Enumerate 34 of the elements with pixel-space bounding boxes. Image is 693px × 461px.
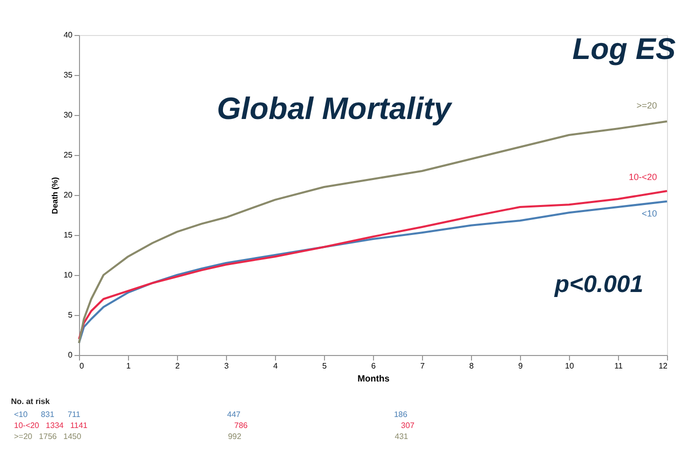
y-tick-label: 30 [64,110,74,120]
annotation: Log ES [572,33,676,66]
y-tick-label: 40 [64,30,74,40]
y-tick-label: 20 [64,190,74,200]
text: >=20 1756 1450 992 431 [14,432,409,441]
x-tick-label: 11 [614,362,624,370]
series-label: <10 [642,208,657,218]
x-tick-label: 1 [126,362,132,370]
annotation: p<0.001 [554,271,644,298]
x-tick-label: 5 [322,362,328,370]
y-tick-label: 5 [68,310,74,320]
y-axis-title: Death (%) [50,176,60,214]
x-tick-label: 8 [469,362,474,370]
text: <10 831 711 447 186 [14,410,408,419]
y-tick-label: 25 [64,150,74,160]
x-tick-label: 12 [658,362,668,370]
x-tick-label: 3 [224,362,230,370]
series-label: >=20 [636,100,657,110]
y-tick-label: 0 [68,350,74,360]
x-tick-label: 2 [175,362,180,370]
y-tick-label: 10 [64,270,74,280]
x-tick-label: 4 [273,362,278,370]
y-tick-label: 35 [64,70,74,80]
x-tick-label: 0 [80,362,84,370]
x-tick-label: 6 [371,362,376,370]
x-tick-label: 7 [420,362,426,370]
series-label: 10-<20 [628,172,657,182]
x-tick-label: 10 [565,362,574,370]
text: Global Mortality [216,91,453,126]
text: No. at risk [11,397,50,406]
y-tick-label: 15 [64,230,74,240]
x-tick-label: 9 [518,362,524,370]
x-axis-title: Months [358,374,390,384]
text: 10-<20 1334 1141 786 307 [14,421,415,430]
